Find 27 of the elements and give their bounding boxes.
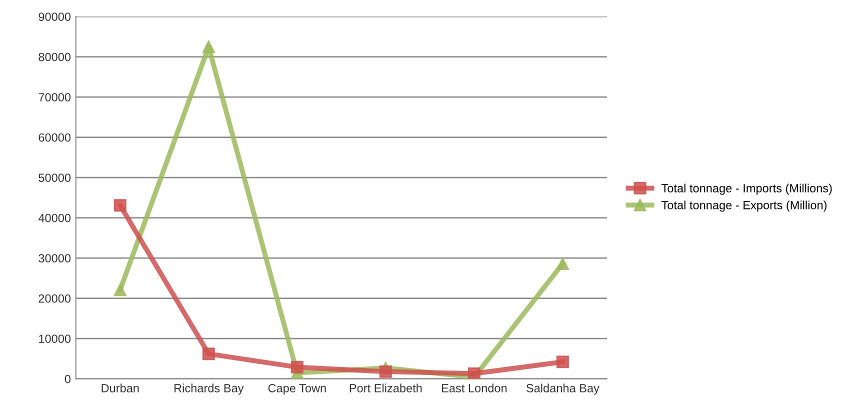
point — [556, 257, 569, 270]
point — [379, 365, 392, 378]
legend-label: Total tonnage - Imports (Millions) — [662, 184, 832, 195]
point — [202, 40, 215, 53]
y-tick-label: 20000 — [38, 294, 71, 303]
point — [202, 348, 215, 360]
y-tick-label: 10000 — [39, 334, 71, 343]
y-tick-label: 0 — [64, 374, 71, 384]
y-tick-label: 70000 — [38, 93, 71, 102]
x-tick-label: Cape Town — [268, 384, 326, 395]
point — [290, 360, 304, 374]
y-tick-label: 90000 — [38, 12, 71, 21]
y-tick-label: 40000 — [38, 214, 71, 222]
point — [114, 284, 126, 296]
y-tick-label: 60000 — [38, 133, 71, 142]
point — [556, 356, 569, 368]
y-tick-label: 50000 — [38, 174, 71, 182]
x-tick-label: Richards Bay — [174, 384, 244, 395]
legend-label: Total tonnage - Exports (Million) — [662, 200, 827, 212]
y-tick-label: 80000 — [38, 52, 71, 62]
point — [468, 367, 480, 379]
x-tick-label: Saldanha Bay — [526, 384, 600, 395]
x-tick-label: Port Elizabeth — [350, 384, 422, 392]
y-tick-label: 30000 — [38, 254, 71, 262]
point — [114, 199, 126, 212]
x-tick-label: Durban — [102, 384, 139, 392]
x-tick-label: East London — [442, 384, 507, 392]
